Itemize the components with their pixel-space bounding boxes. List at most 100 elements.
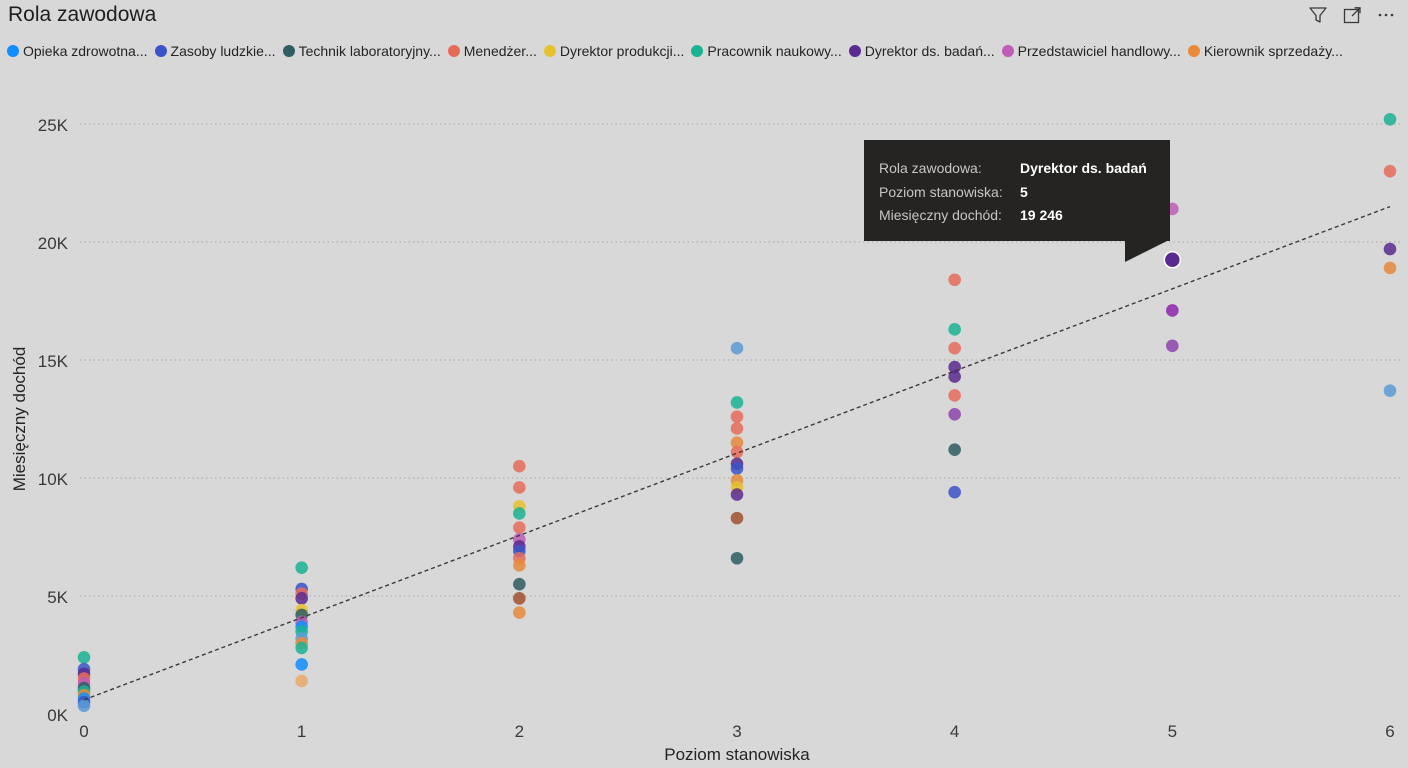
data-point bbox=[948, 443, 961, 456]
data-point bbox=[513, 606, 526, 619]
data-point bbox=[295, 674, 308, 688]
legend-label: Opieka zdrowotna... bbox=[23, 43, 148, 59]
legend-item[interactable]: Kierownik sprzedaży... bbox=[1187, 43, 1343, 59]
x-tick-label: 4 bbox=[950, 722, 959, 741]
legend-item[interactable]: Zasoby ludzkie... bbox=[154, 43, 276, 59]
data-point bbox=[513, 577, 526, 591]
data-point bbox=[77, 651, 91, 664]
legend-label: Przedstawiciel handlowy... bbox=[1017, 43, 1181, 59]
y-tick-label: 0K bbox=[47, 706, 68, 725]
filter-icon[interactable] bbox=[1306, 4, 1330, 26]
data-point bbox=[513, 521, 526, 534]
visual-title: Rola zawodowa bbox=[8, 3, 157, 26]
data-point bbox=[730, 462, 744, 475]
legend-label: Dyrektor produkcji... bbox=[559, 43, 685, 59]
data-point bbox=[730, 410, 744, 423]
tooltip-key: Miesięczny dochód: bbox=[879, 207, 1002, 223]
tooltip-key: Poziom stanowiska: bbox=[879, 184, 1003, 200]
tooltip-row-income: Miesięczny dochód: 19 246 bbox=[879, 205, 1063, 225]
x-tick-label: 6 bbox=[1385, 722, 1394, 741]
data-point bbox=[730, 445, 744, 459]
legend-label: Pracownik naukowy... bbox=[707, 43, 842, 59]
data-point bbox=[730, 551, 744, 565]
tooltip-value: 5 bbox=[1020, 184, 1028, 200]
x-tick-label: 2 bbox=[515, 722, 524, 741]
data-point bbox=[948, 485, 961, 499]
tooltip-key: Rola zawodowa: bbox=[879, 160, 982, 176]
data-point bbox=[730, 422, 744, 435]
data-point bbox=[730, 396, 744, 409]
y-tick-label: 5K bbox=[47, 588, 68, 607]
trend-line bbox=[83, 205, 1391, 701]
tooltip-pointer bbox=[1125, 240, 1169, 262]
data-point bbox=[295, 641, 308, 655]
data-tooltip: Rola zawodowa: Dyrektor ds. badań Poziom… bbox=[864, 140, 1170, 241]
data-point bbox=[1383, 261, 1397, 275]
data-point bbox=[295, 658, 308, 671]
data-point bbox=[295, 592, 308, 605]
legend-marker-icon bbox=[282, 45, 295, 57]
tooltip-row-level: Poziom stanowiska: 5 bbox=[879, 182, 1028, 202]
data-point bbox=[1383, 242, 1397, 256]
legend-marker-icon bbox=[1001, 45, 1014, 57]
legend-item[interactable]: Dyrektor produkcji... bbox=[543, 43, 685, 59]
x-tick-label: 0 bbox=[79, 722, 88, 741]
data-point bbox=[513, 459, 526, 473]
data-point bbox=[948, 389, 961, 402]
x-tick-label: 5 bbox=[1168, 722, 1177, 741]
x-tick-label: 1 bbox=[297, 722, 306, 741]
legend-marker-icon bbox=[154, 45, 167, 57]
legend-marker-icon bbox=[691, 45, 704, 57]
data-point bbox=[77, 699, 91, 713]
data-point bbox=[295, 561, 308, 574]
x-axis-title: Poziom stanowiska bbox=[664, 745, 810, 764]
legend-label: Kierownik sprzedaży... bbox=[1203, 43, 1343, 59]
legend-item[interactable]: Opieka zdrowotna... bbox=[7, 43, 148, 59]
data-point bbox=[1383, 164, 1397, 178]
data-point bbox=[948, 273, 961, 287]
legend-marker-icon bbox=[447, 45, 460, 57]
data-point bbox=[513, 559, 526, 572]
data-point bbox=[1166, 339, 1179, 353]
y-tick-label: 15K bbox=[38, 352, 69, 371]
legend-label: Technik laboratoryjny... bbox=[298, 43, 441, 59]
legend-marker-icon bbox=[7, 45, 19, 57]
data-point bbox=[1383, 112, 1397, 126]
y-tick-label: 10K bbox=[38, 470, 69, 489]
legend-item[interactable]: Dyrektor ds. badań... bbox=[848, 43, 995, 59]
data-point bbox=[730, 341, 744, 355]
x-tick-label: 3 bbox=[732, 722, 741, 741]
data-point bbox=[730, 488, 744, 501]
data-point bbox=[948, 341, 961, 355]
legend-label: Zasoby ludzkie... bbox=[170, 43, 276, 59]
chart-legend: Opieka zdrowotna... Zasoby ludzkie... Tech… bbox=[7, 41, 1402, 61]
legend-label: Dyrektor ds. badań... bbox=[864, 43, 995, 59]
y-tick-label: 25K bbox=[38, 116, 69, 135]
data-point bbox=[513, 481, 526, 494]
data-point bbox=[513, 507, 526, 520]
tooltip-value: Dyrektor ds. badań bbox=[1020, 160, 1147, 176]
data-point bbox=[948, 407, 961, 421]
data-point bbox=[1166, 304, 1179, 317]
data-point bbox=[513, 592, 526, 605]
data-point bbox=[730, 511, 744, 525]
legend-item[interactable]: Menedżer... bbox=[447, 43, 537, 59]
data-point bbox=[730, 436, 744, 449]
data-point bbox=[948, 370, 961, 383]
focus-mode-icon[interactable] bbox=[1340, 4, 1364, 26]
data-point bbox=[1383, 384, 1397, 397]
legend-item[interactable]: Pracownik naukowy... bbox=[691, 43, 842, 59]
tooltip-value: 19 246 bbox=[1020, 207, 1063, 223]
tooltip-row-role: Rola zawodowa: Dyrektor ds. badań bbox=[879, 158, 1147, 178]
data-point bbox=[948, 323, 961, 336]
legend-marker-icon bbox=[848, 45, 861, 57]
legend-label: Menedżer... bbox=[463, 43, 537, 59]
legend-item[interactable]: Przedstawiciel handlowy... bbox=[1001, 43, 1181, 59]
legend-item[interactable]: Technik laboratoryjny... bbox=[282, 43, 441, 59]
y-tick-label: 20K bbox=[38, 234, 69, 253]
more-options-icon[interactable] bbox=[1374, 4, 1398, 26]
legend-marker-icon bbox=[1187, 45, 1200, 57]
legend-marker-icon bbox=[543, 45, 556, 57]
